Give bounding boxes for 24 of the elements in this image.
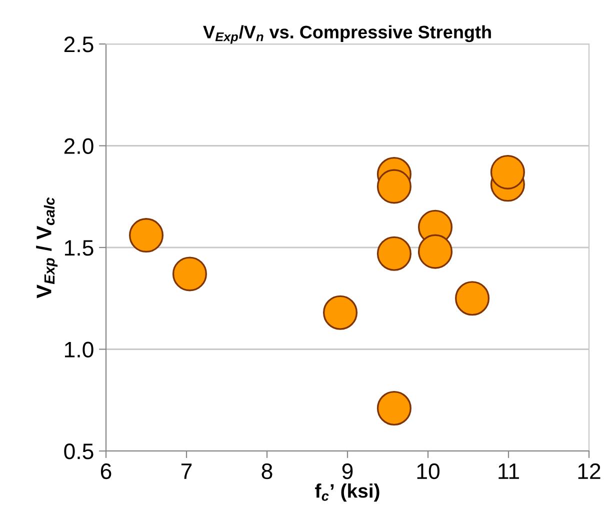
point (376, 169, 412, 204)
x-tick-label: 7 (181, 464, 192, 479)
y-tick-label: 2.0 (64, 138, 94, 154)
chart-title: V$_{Exp}$/V$_{n}$ vs. Compressive Strength (203, 25, 491, 44)
point (322, 295, 358, 330)
x-tick-label: 11 (498, 464, 519, 479)
x-tick-label: 10 (417, 463, 440, 480)
y-tick-label: 1.0 (65, 342, 94, 358)
y-tick-label: 1.5 (65, 240, 94, 256)
x-tick-label: 6 (100, 463, 112, 480)
point (376, 390, 412, 426)
point (455, 281, 490, 316)
y-tick-label: 2.5 (64, 36, 94, 52)
x-tick-label: 9 (342, 463, 353, 480)
y-axis-title: V$_{Exp}$ / V$_{calc}$ (36, 197, 58, 298)
x-tick-label: 8 (262, 463, 272, 480)
y-tick-label: 0.5 (64, 444, 94, 460)
point (376, 236, 412, 271)
point (490, 154, 525, 190)
point (172, 256, 207, 292)
point (418, 234, 453, 269)
x-axis-title: f$_{c}$’ (ksi) (315, 484, 380, 502)
x-tick-label: 12 (578, 463, 600, 479)
point (128, 218, 164, 253)
